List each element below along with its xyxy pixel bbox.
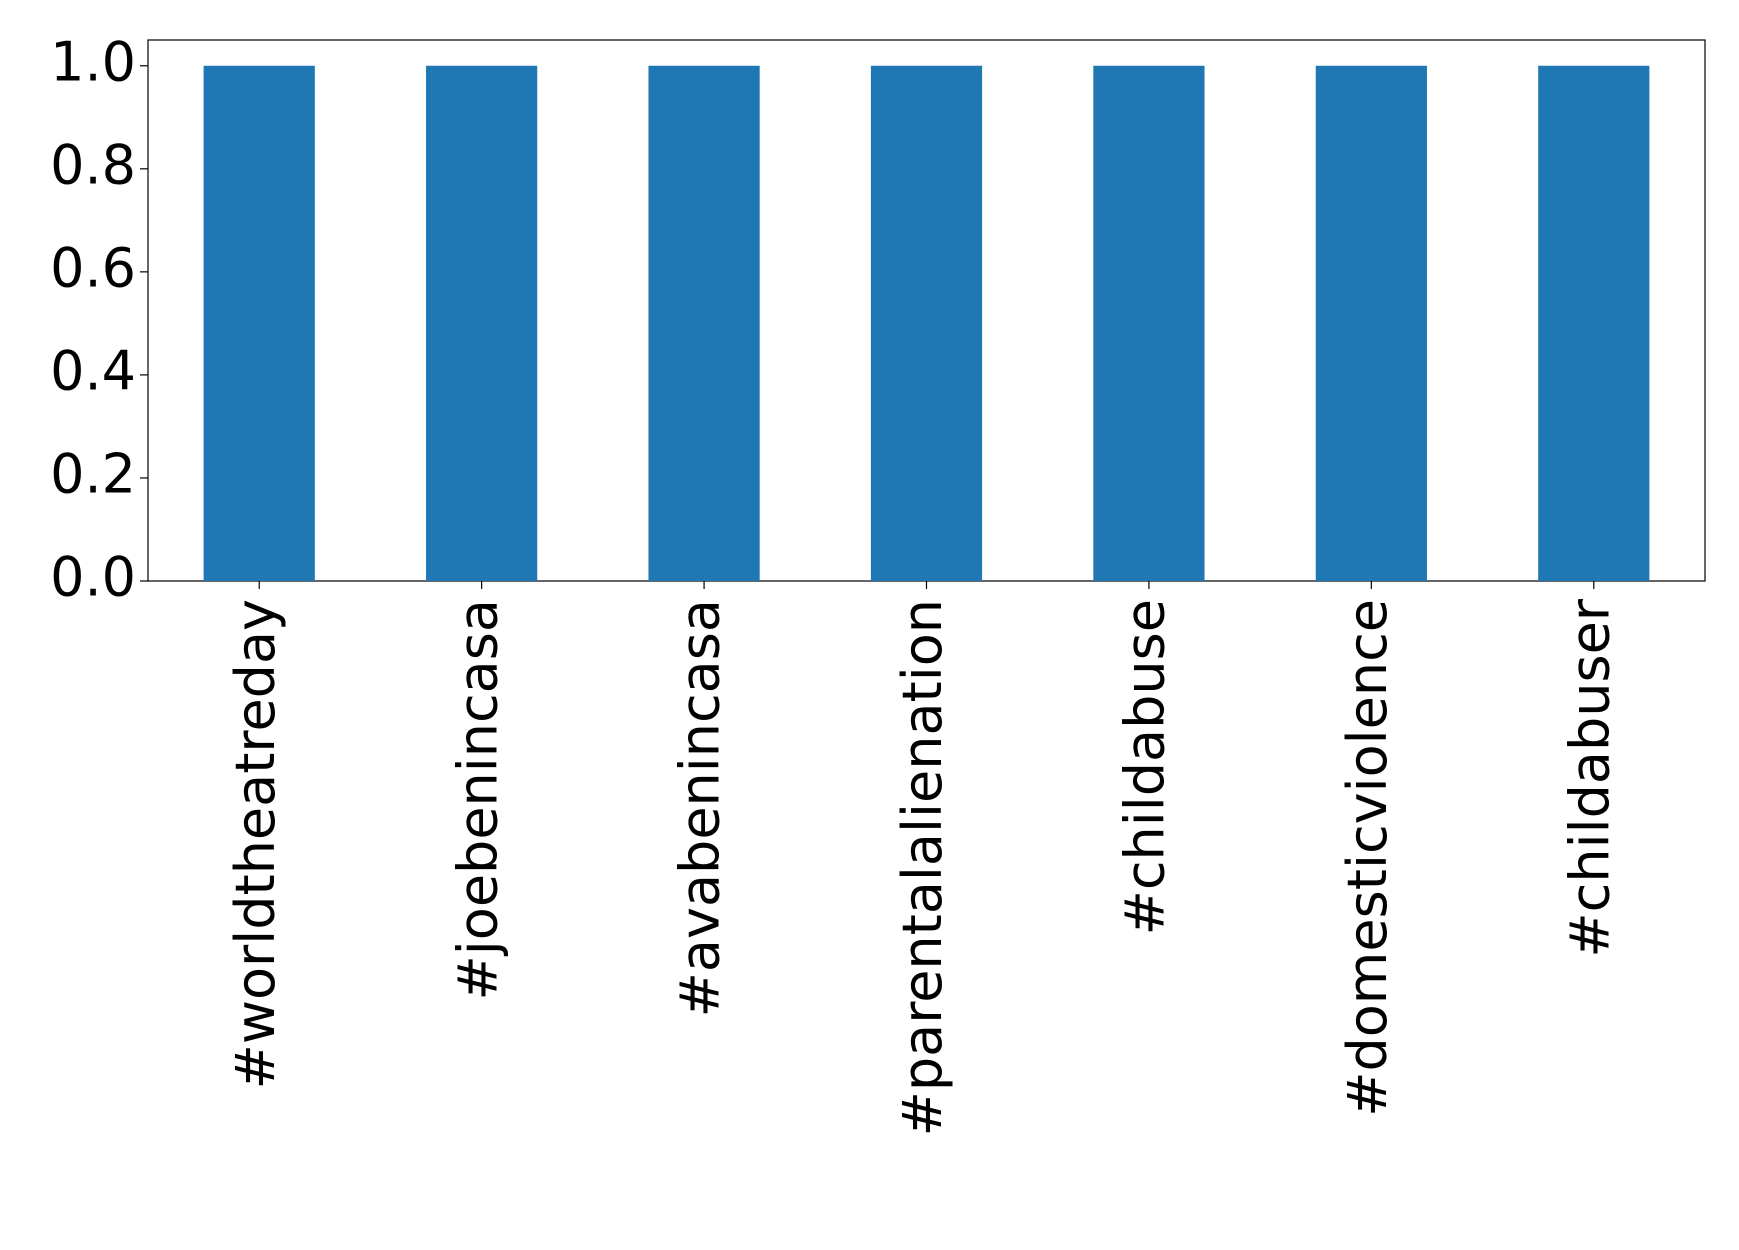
y-tick-label: 0.4 bbox=[50, 340, 136, 403]
y-tick-label: 0.2 bbox=[50, 443, 136, 506]
bar bbox=[426, 65, 538, 581]
x-tick-label: #parentalalienation bbox=[891, 599, 954, 1136]
bar bbox=[648, 65, 760, 581]
y-tick-label: 0.0 bbox=[50, 546, 136, 609]
y-tick-label: 1.0 bbox=[50, 30, 136, 93]
bar bbox=[1093, 65, 1205, 581]
x-tick-label: #domesticviolence bbox=[1336, 599, 1399, 1117]
y-tick-label: 0.6 bbox=[50, 236, 136, 299]
bar bbox=[1538, 65, 1650, 581]
x-tick-label: #worldtheatreday bbox=[224, 599, 287, 1089]
y-tick-label: 0.8 bbox=[50, 133, 136, 196]
x-tick-label: #avabenincasa bbox=[669, 599, 732, 1017]
x-tick-label: #childabuser bbox=[1558, 598, 1621, 957]
x-tick-label: #childabuse bbox=[1114, 599, 1177, 935]
x-tick-label: #joebenincasa bbox=[446, 599, 509, 1000]
bar bbox=[203, 65, 315, 581]
bar bbox=[870, 65, 983, 581]
bar bbox=[1315, 65, 1427, 581]
